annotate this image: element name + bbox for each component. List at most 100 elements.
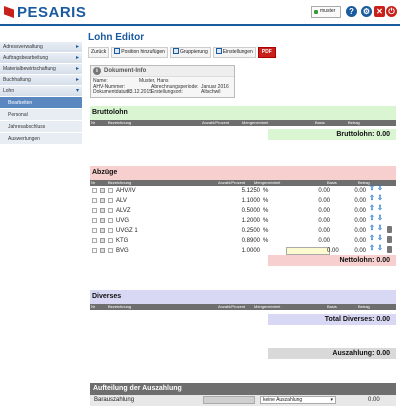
row-basis: 0.00: [318, 238, 330, 244]
arrow-up-icon[interactable]: ⇧: [369, 235, 375, 242]
row-checkbox[interactable]: [92, 228, 97, 233]
arrow-down-icon[interactable]: ⇩: [377, 225, 383, 232]
sidebar-item-buchhaltung[interactable]: Buchhaltung ▸: [0, 75, 82, 86]
abzuege-rows: AHV/IV 5.1250% 0.00 0.00 ⇧ ⇩ ALV 1.1000% 0.00 0.0…: [90, 185, 396, 256]
table-row[interactable]: ALVZ 0.5000% 0.00 0.00 ⇧ ⇩: [90, 205, 396, 216]
arrow-down-icon[interactable]: ⇩: [377, 205, 383, 212]
col-anzahl: Anzahl/Prozent: [202, 120, 230, 125]
add-position-button[interactable]: Position hinzufügen: [111, 47, 168, 58]
settings-icon[interactable]: ⚙: [361, 6, 372, 17]
row-checkbox[interactable]: [108, 248, 113, 253]
document-info-title: Dokument-Info: [104, 68, 147, 74]
period-label: Abrechnungsperiode:: [151, 83, 199, 90]
auszahlung-select[interactable]: keine Auszahlung ▾: [260, 396, 336, 404]
row-checkbox[interactable]: [108, 208, 113, 213]
document-info-panel: i Dokument-Info Name: Muster, Hans AHV-Num…: [90, 65, 235, 98]
table-row[interactable]: KTG 0.8900% 0.00 0.00 ⇧ ⇩: [90, 235, 396, 246]
back-button[interactable]: Zurück: [88, 47, 110, 58]
col-betrag: Betrag: [358, 304, 370, 309]
basis-input[interactable]: 0.00: [286, 247, 339, 255]
row-name: UVGZ 1: [116, 228, 138, 234]
barauszahlung-input[interactable]: [203, 396, 255, 404]
arrow-up-icon[interactable]: ⇧: [369, 215, 375, 222]
arrow-down-icon[interactable]: ⇩: [377, 215, 383, 222]
row-checkbox[interactable]: [92, 218, 97, 223]
arrow-up-icon[interactable]: ⇧: [369, 195, 375, 202]
sidebar: Adressverwaltung ▸ Auftragsbearbeitung ▸ M…: [0, 42, 82, 414]
row-betrag: 0.00: [354, 238, 366, 244]
sidebar-subitem-personal[interactable]: Personal: [0, 109, 82, 121]
ahv-label: AHV-Nummer:: [93, 83, 126, 90]
row-rate: 0.5000: [241, 208, 260, 214]
sidebar-item-adressverwaltung[interactable]: Adressverwaltung ▸: [0, 42, 82, 53]
row-name: UVG: [116, 218, 130, 224]
arrow-down-icon[interactable]: ⇩: [377, 245, 383, 252]
tools-icon[interactable]: ✕: [374, 6, 385, 17]
trash-icon[interactable]: [387, 236, 392, 243]
row-checkbox[interactable]: [108, 238, 113, 243]
user-name: muster: [320, 8, 336, 14]
col-betrag: Betrag: [348, 120, 360, 125]
sidebar-subitem-jahresabschluss[interactable]: Jahresabschluss: [0, 121, 82, 133]
row-unit: %: [263, 188, 269, 194]
chevron-down-icon: ▾: [75, 88, 79, 94]
col-anzahl: Anzahl/Prozent: [218, 180, 246, 185]
sidebar-item-materialbewirtschaftung[interactable]: Materialbewirtschaftung ▸: [0, 64, 82, 75]
arrow-up-icon[interactable]: ⇧: [369, 205, 375, 212]
settings-button[interactable]: Einstellungen: [212, 47, 256, 58]
chevron-right-icon: ▸: [75, 77, 79, 83]
arrow-down-icon[interactable]: ⇩: [377, 235, 383, 242]
table-row[interactable]: UVGZ 1 0.2500% 0.00 0.00 ⇧ ⇩: [90, 225, 396, 236]
row-betrag: 0.00: [354, 218, 366, 224]
col-betrag: Betrag: [358, 180, 370, 185]
table-column-header: Nr Bezeichnung Anzahl/Prozent Mengeneinh…: [90, 304, 396, 310]
trash-icon[interactable]: [387, 226, 392, 233]
col-menge: Mengeneinheit: [254, 304, 281, 309]
row-basis: 0.00: [318, 228, 330, 234]
sidebar-item-label: Adressverwaltung: [3, 44, 43, 50]
abzuege-section: Abzüge Nr Bezeichnung Anzahl/Prozent Men…: [90, 166, 396, 266]
sidebar-item-lohn[interactable]: Lohn ▾: [0, 86, 82, 97]
row-checkbox[interactable]: [92, 208, 97, 213]
app-logo[interactable]: PESARIS: [4, 4, 86, 21]
row-checkbox[interactable]: [108, 198, 113, 203]
row-betrag: 0.00: [354, 198, 366, 204]
trash-icon[interactable]: [387, 246, 392, 253]
row-rate: 1.0000: [241, 248, 260, 254]
pdf-button[interactable]: PDF: [257, 47, 276, 58]
row-checkbox[interactable]: [108, 218, 113, 223]
help-icon[interactable]: ?: [346, 6, 357, 17]
sidebar-item-auftragsbearbeitung[interactable]: Auftragsbearbeitung ▸: [0, 53, 82, 64]
sidebar-subitem-auswertungen[interactable]: Auswertungen: [0, 133, 82, 145]
row-basis: 0.00: [318, 198, 330, 204]
col-basis: Basis: [327, 180, 337, 185]
user-badge[interactable]: muster: [311, 6, 341, 18]
row-unit: %: [263, 198, 269, 204]
table-row[interactable]: BVG 1.0000 0.00 0.00 ⇧ ⇩: [90, 245, 396, 256]
table-row[interactable]: AHV/IV 5.1250% 0.00 0.00 ⇧ ⇩: [90, 185, 396, 196]
sidebar-subitem-bearbeiten[interactable]: Bearbeiten: [0, 97, 82, 109]
row-betrag: 0.00: [354, 208, 366, 214]
add-icon: [114, 48, 121, 54]
arrow-up-icon[interactable]: ⇧: [369, 185, 375, 192]
barauszahlung-label: Barauszahlung: [94, 397, 135, 403]
lock-icon: [100, 218, 105, 223]
row-checkbox[interactable]: [92, 198, 97, 203]
table-row[interactable]: UVG 1.2000% 0.00 0.00 ⇧ ⇩: [90, 215, 396, 226]
arrow-up-icon[interactable]: ⇧: [369, 245, 375, 252]
row-checkbox[interactable]: [92, 238, 97, 243]
table-row[interactable]: ALV 1.1000% 0.00 0.00 ⇧ ⇩: [90, 195, 396, 206]
row-checkbox[interactable]: [108, 228, 113, 233]
arrow-down-icon[interactable]: ⇩: [377, 185, 383, 192]
row-checkbox[interactable]: [92, 188, 97, 193]
row-checkbox[interactable]: [92, 248, 97, 253]
row-checkbox[interactable]: [108, 188, 113, 193]
nettolohn-total: Nettolohn: 0.00: [268, 255, 396, 266]
col-nr: Nr: [91, 120, 96, 125]
chevron-right-icon: ▸: [75, 55, 79, 61]
arrow-up-icon[interactable]: ⇧: [369, 225, 375, 232]
grouping-button[interactable]: Gruppierung: [169, 47, 211, 58]
doc-info-row-date: Dokumentdatum: 23.12.2015 Erstellungsort: A…: [91, 89, 234, 96]
arrow-down-icon[interactable]: ⇩: [377, 195, 383, 202]
power-icon[interactable]: ⏻: [386, 6, 397, 17]
